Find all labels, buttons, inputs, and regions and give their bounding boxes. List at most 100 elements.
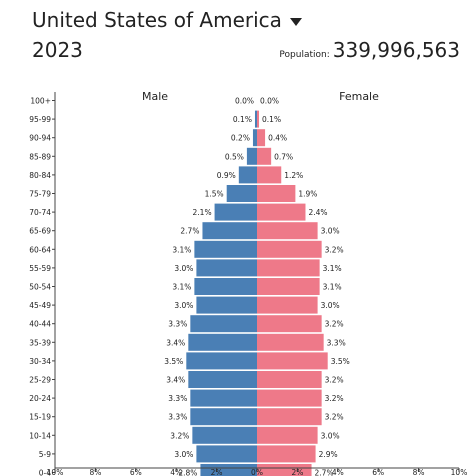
female-value-label: 3.0% xyxy=(321,227,340,236)
age-group-label: 5-9 xyxy=(39,450,51,459)
female-value-label: 1.2% xyxy=(284,171,303,180)
male-bar xyxy=(194,278,257,295)
female-value-label: 3.2% xyxy=(325,413,344,422)
female-bar xyxy=(257,296,318,314)
age-group-label: 75-79 xyxy=(29,190,51,199)
male-bar xyxy=(196,259,257,277)
age-group-label: 90-94 xyxy=(29,134,51,143)
female-value-label: 2.4% xyxy=(308,208,327,217)
male-value-label: 0.0% xyxy=(235,97,254,106)
male-bar xyxy=(188,371,257,388)
female-bar xyxy=(257,408,322,426)
female-value-label: 3.5% xyxy=(331,357,350,366)
female-value-label: 0.4% xyxy=(268,134,287,143)
male-value-label: 3.1% xyxy=(172,283,191,292)
x-tick-label: 6% xyxy=(130,468,142,476)
female-bar xyxy=(257,371,322,388)
male-value-label: 3.0% xyxy=(174,301,193,310)
female-bar xyxy=(257,389,322,407)
male-bar xyxy=(252,129,257,147)
female-value-label: 3.2% xyxy=(325,320,344,329)
female-bar xyxy=(257,259,320,277)
male-value-label: 3.4% xyxy=(166,338,185,347)
female-value-label: 2.7% xyxy=(315,469,334,476)
male-bar xyxy=(200,464,257,476)
male-value-label: 3.0% xyxy=(174,264,193,273)
male-bar xyxy=(194,240,257,258)
female-value-label: 3.2% xyxy=(325,394,344,403)
population-value: 339,996,563 xyxy=(332,38,460,62)
x-tick-label: 10% xyxy=(451,468,468,476)
female-bar xyxy=(257,426,318,444)
x-tick-label: 6% xyxy=(372,468,384,476)
female-value-label: 3.2% xyxy=(325,376,344,385)
year-label: 2023 xyxy=(32,38,83,62)
population-label: Population: xyxy=(279,50,330,60)
x-tick-label: 2% xyxy=(291,468,303,476)
age-group-label: 25-29 xyxy=(29,376,51,385)
male-value-label: 3.4% xyxy=(166,376,185,385)
x-tick-label: 8% xyxy=(89,468,101,476)
x-tick-label: 2% xyxy=(211,468,223,476)
female-bar xyxy=(257,240,322,258)
caret-down-icon[interactable] xyxy=(289,17,302,26)
male-value-label: 3.3% xyxy=(168,394,187,403)
country-selector[interactable]: United States of America xyxy=(32,8,302,32)
age-group-label: 10-14 xyxy=(29,431,51,440)
female-bar xyxy=(257,315,322,333)
age-group-label: 85-89 xyxy=(29,152,51,161)
male-bar xyxy=(226,185,257,202)
male-bar xyxy=(246,147,257,165)
age-group-label: 70-74 xyxy=(29,208,51,217)
female-bar xyxy=(257,222,318,240)
header: United States of America 2023 Population… xyxy=(0,0,474,80)
male-value-label: 3.2% xyxy=(170,431,189,440)
male-value-label: 0.2% xyxy=(231,134,250,143)
female-bar xyxy=(257,278,320,295)
male-value-label: 3.0% xyxy=(174,450,193,459)
female-bar xyxy=(257,445,316,463)
male-value-label: 0.9% xyxy=(217,171,236,180)
female-bar xyxy=(257,166,282,184)
x-tick-label: 8% xyxy=(413,468,425,476)
male-bar xyxy=(190,315,257,333)
age-group-label: 95-99 xyxy=(29,115,51,124)
age-group-label: 60-64 xyxy=(29,245,51,254)
age-group-label: 20-24 xyxy=(29,394,51,403)
legend-female: Female xyxy=(339,90,379,103)
age-group-label: 40-44 xyxy=(29,320,51,329)
female-value-label: 0.7% xyxy=(274,152,293,161)
x-tick-label: 4% xyxy=(332,468,344,476)
female-value-label: 3.2% xyxy=(325,245,344,254)
female-value-label: 3.0% xyxy=(321,301,340,310)
female-value-label: 3.1% xyxy=(323,264,342,273)
female-bar xyxy=(257,185,296,202)
male-bar xyxy=(196,445,257,463)
male-value-label: 2.1% xyxy=(193,208,212,217)
age-group-label: 15-19 xyxy=(29,413,51,422)
age-group-label: 65-69 xyxy=(29,227,51,236)
male-value-label: 2.7% xyxy=(180,227,199,236)
male-bar xyxy=(214,203,257,221)
female-value-label: 3.3% xyxy=(327,338,346,347)
x-tick-label: 4% xyxy=(170,468,182,476)
male-bar xyxy=(202,222,257,240)
male-bar xyxy=(192,426,257,444)
female-bar xyxy=(257,352,328,370)
x-tick-label: 10% xyxy=(47,468,64,476)
country-name: United States of America xyxy=(32,8,282,32)
age-group-label: 100+ xyxy=(30,97,51,106)
female-value-label: 2.9% xyxy=(319,450,338,459)
female-value-label: 0.1% xyxy=(262,115,281,124)
female-value-label: 0.0% xyxy=(260,97,279,106)
female-bar xyxy=(257,333,324,351)
male-bar xyxy=(238,166,257,184)
male-value-label: 3.1% xyxy=(172,245,191,254)
male-value-label: 2.8% xyxy=(178,469,197,476)
female-bar xyxy=(257,203,306,221)
male-bar xyxy=(186,352,257,370)
female-value-label: 1.9% xyxy=(298,190,317,199)
female-bar xyxy=(257,129,266,147)
female-bar xyxy=(257,464,312,476)
male-bar xyxy=(190,408,257,426)
